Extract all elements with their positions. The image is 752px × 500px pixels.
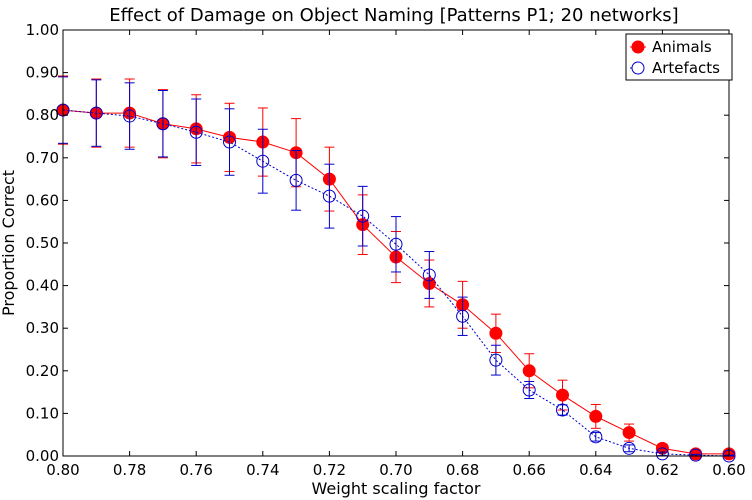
- artefacts-point: [622, 441, 636, 455]
- artefacts-point: [322, 189, 336, 203]
- artefacts-point: [689, 448, 703, 462]
- animals-point: [556, 388, 569, 402]
- artefacts-point: [156, 117, 170, 131]
- y-tick-label: 0.40: [26, 277, 59, 295]
- y-tick-label: 0.90: [26, 64, 59, 82]
- y-tick-label: 0.10: [26, 404, 59, 422]
- artefacts-point: [655, 447, 669, 461]
- artefacts-point: [522, 383, 536, 397]
- y-tick-label: 0.70: [26, 149, 59, 167]
- artefacts-point: [89, 106, 103, 120]
- x-tick-label: 0.68: [446, 461, 479, 479]
- artefacts-point: [123, 109, 137, 123]
- legend-box: [625, 33, 733, 81]
- x-tick-label: 0.60: [712, 461, 745, 479]
- artefacts-line: [62, 109, 730, 457]
- y-axis-label: Proportion Correct: [0, 170, 18, 316]
- artefacts-point: [356, 209, 370, 223]
- series-artefacts: [56, 76, 736, 463]
- artefacts-point: [289, 173, 303, 187]
- x-tick-label: 0.78: [113, 461, 146, 479]
- x-tick-label: 0.76: [179, 461, 212, 479]
- artefacts-point: [589, 430, 603, 444]
- x-tick-label: 0.80: [46, 461, 79, 479]
- ticks-layer: 0.80 0.78 0.76 0.74 0.72 0.70 0.68 0.66 0.64 0.62…: [26, 21, 746, 479]
- legend: Animals Artefacts: [625, 33, 733, 81]
- artefacts-point: [389, 237, 403, 251]
- y-tick-label: 0.60: [26, 191, 59, 209]
- x-tick-label: 0.70: [379, 461, 412, 479]
- legend-marker-artefacts: [631, 61, 645, 75]
- chart-title: Effect of Damage on Object Naming [Patte…: [109, 5, 678, 26]
- animals-point: [622, 426, 636, 440]
- artefacts-point: [256, 154, 270, 168]
- x-tick-label: 0.64: [579, 461, 612, 479]
- legend-marker-animals: [631, 40, 645, 54]
- y-tick-label: 0.30: [26, 319, 59, 337]
- series-layer: [56, 75, 736, 463]
- artefacts-point: [223, 135, 236, 149]
- x-tick-label: 0.74: [246, 461, 279, 479]
- artefacts-point: [189, 125, 203, 139]
- artefacts-point: [422, 268, 436, 282]
- animals-point: [489, 326, 503, 340]
- animals-point: [522, 364, 536, 378]
- y-tick-label: 1.00: [26, 21, 59, 39]
- y-tick-label: 0.00: [26, 447, 59, 465]
- legend-label-artefacts: Artefacts: [652, 59, 720, 77]
- artefacts-point: [489, 353, 503, 367]
- x-tick-label: 0.62: [646, 461, 679, 479]
- y-tick-label: 0.50: [26, 234, 59, 252]
- y-tick-label: 0.80: [26, 106, 59, 124]
- x-axis-label: Weight scaling factor: [312, 479, 481, 498]
- artefacts-point: [456, 309, 470, 323]
- legend-label-animals: Animals: [652, 38, 712, 56]
- x-tick-label: 0.66: [512, 461, 545, 479]
- x-tick-label: 0.72: [313, 461, 346, 479]
- animals-point: [589, 409, 603, 423]
- artefacts-point: [556, 403, 569, 417]
- y-tick-label: 0.20: [26, 362, 59, 380]
